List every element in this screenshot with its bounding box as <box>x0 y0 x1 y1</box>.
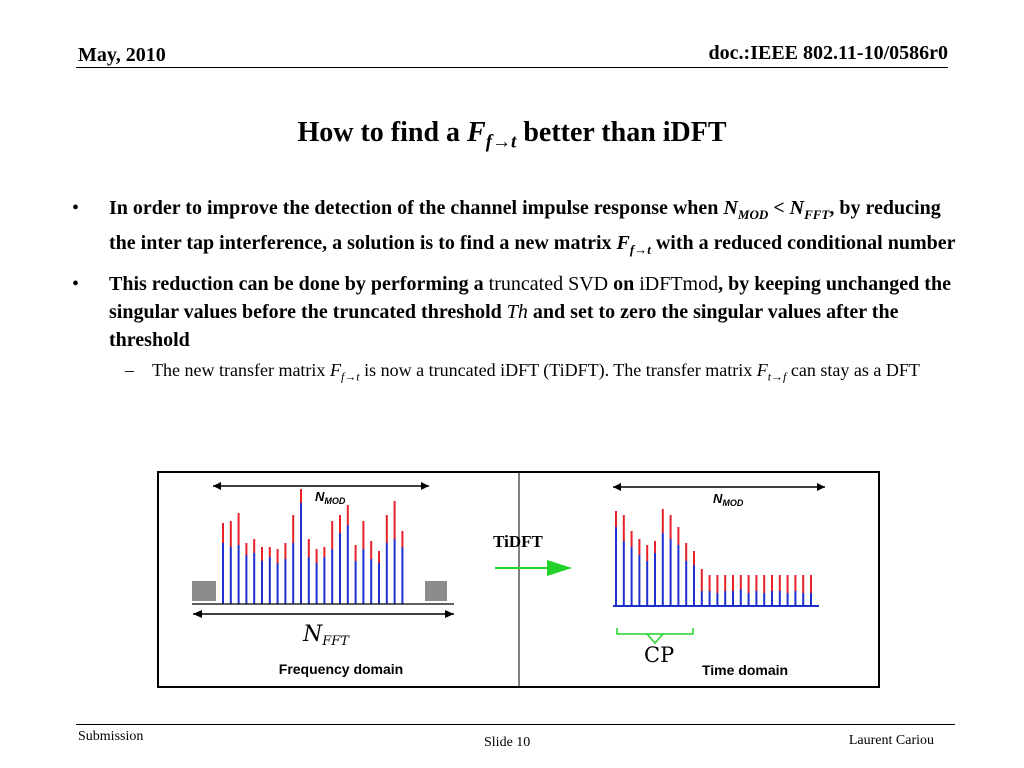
bullet-marker: • <box>72 273 80 295</box>
bullet-2-text-a: This reduction can be done by performing… <box>109 273 489 295</box>
bullet-2-term-a: truncated SVD <box>488 273 609 295</box>
sub-bullet-var-a: F <box>329 360 341 380</box>
slide-body: • In order to improve the detection of t… <box>72 194 968 389</box>
sub-bullet-sub-b: t→f <box>767 369 787 384</box>
arrowhead-icon <box>193 610 202 618</box>
tidft-label: TiDFT <box>493 532 543 551</box>
bullet-2-text-c: , by keeping unchanged the singular valu… <box>109 273 951 323</box>
footer-divider <box>76 724 955 725</box>
sub-bullet-1: – The new transfer matrix Ff→t is now a … <box>72 358 968 389</box>
sub-bullet-text-a: The new transfer matrix <box>152 360 330 380</box>
title-prefix: How to find a <box>297 117 468 148</box>
sub-bullet-text-c: can stay as a DFT <box>786 360 920 380</box>
time-domain-taps <box>615 509 812 606</box>
title-var: F <box>467 117 486 148</box>
nmod-label-left: NMOD <box>315 489 346 506</box>
slide-title: How to find a Ff→t better than iDFT <box>0 117 1024 154</box>
sub-bullet-marker: – <box>125 360 134 380</box>
bullet-1-text-d: with a reduced conditional number <box>650 232 956 254</box>
arrowhead-icon <box>213 482 221 490</box>
bullet-2-var: Th <box>506 301 528 323</box>
bullet-1-sub-a: MOD <box>737 207 769 222</box>
footer-author: Laurent Cariou <box>848 733 934 748</box>
bullet-1-text-a: In order to improve the detection of the… <box>109 197 724 219</box>
frequency-domain-label: Frequency domain <box>279 661 403 677</box>
bullet-1-sub-b: FFT <box>804 207 830 222</box>
right-guard-band <box>425 581 447 601</box>
cp-bracket <box>616 628 694 635</box>
header-date: May, 2010 <box>78 44 166 66</box>
cp-bracket-tip <box>646 633 664 645</box>
sub-bullet-sub-a: f→t <box>340 369 360 384</box>
slide-number: Slide 10 <box>484 735 531 750</box>
footer-submission: Submission <box>78 729 144 744</box>
domain-figure: NMOD NFFT Frequency domain TiDFT NMOD CP… <box>157 471 880 688</box>
bullet-1-var-c: F <box>616 232 630 254</box>
left-guard-band <box>192 581 216 601</box>
arrowhead-icon <box>445 610 454 618</box>
sub-bullet-var-b: F <box>756 360 768 380</box>
bullet-1-text-b: < <box>768 197 790 219</box>
arrowhead-icon <box>613 483 621 491</box>
header-doc-id: doc.:IEEE 802.11-10/0586r0 <box>708 42 948 64</box>
left-spectrum-bars <box>222 489 404 604</box>
bullet-1-text-c: , by reducing the inter tap interference… <box>109 197 941 254</box>
title-suffix: better than iDFT <box>516 117 727 148</box>
bullet-marker: • <box>72 197 80 219</box>
arrowhead-icon <box>421 482 429 490</box>
bullet-2-text-d: and set to zero the singular values afte… <box>109 301 899 351</box>
cp-label: CP <box>644 643 674 667</box>
bullet-1-sub-c: f→t <box>629 242 651 257</box>
header-divider <box>76 67 948 68</box>
nmod-label-right: NMOD <box>713 491 744 508</box>
bullet-2-term-b: iDFTmod <box>639 273 719 295</box>
title-sub: f→t <box>485 131 517 153</box>
tidft-arrowhead-icon <box>547 560 572 576</box>
bullet-2: • This reduction can be done by performi… <box>72 270 968 354</box>
bullet-1-var-b: N <box>789 197 805 219</box>
nfft-label: NFFT <box>302 622 350 649</box>
bullet-1-var-a: N <box>723 197 738 219</box>
bullet-1: • In order to improve the detection of t… <box>72 194 968 264</box>
time-domain-label: Time domain <box>702 662 788 678</box>
arrowhead-icon <box>817 483 825 491</box>
sub-bullet-text-b: is now a truncated iDFT (TiDFT). The tra… <box>359 360 757 380</box>
bullet-2-text-b: on <box>608 273 640 295</box>
